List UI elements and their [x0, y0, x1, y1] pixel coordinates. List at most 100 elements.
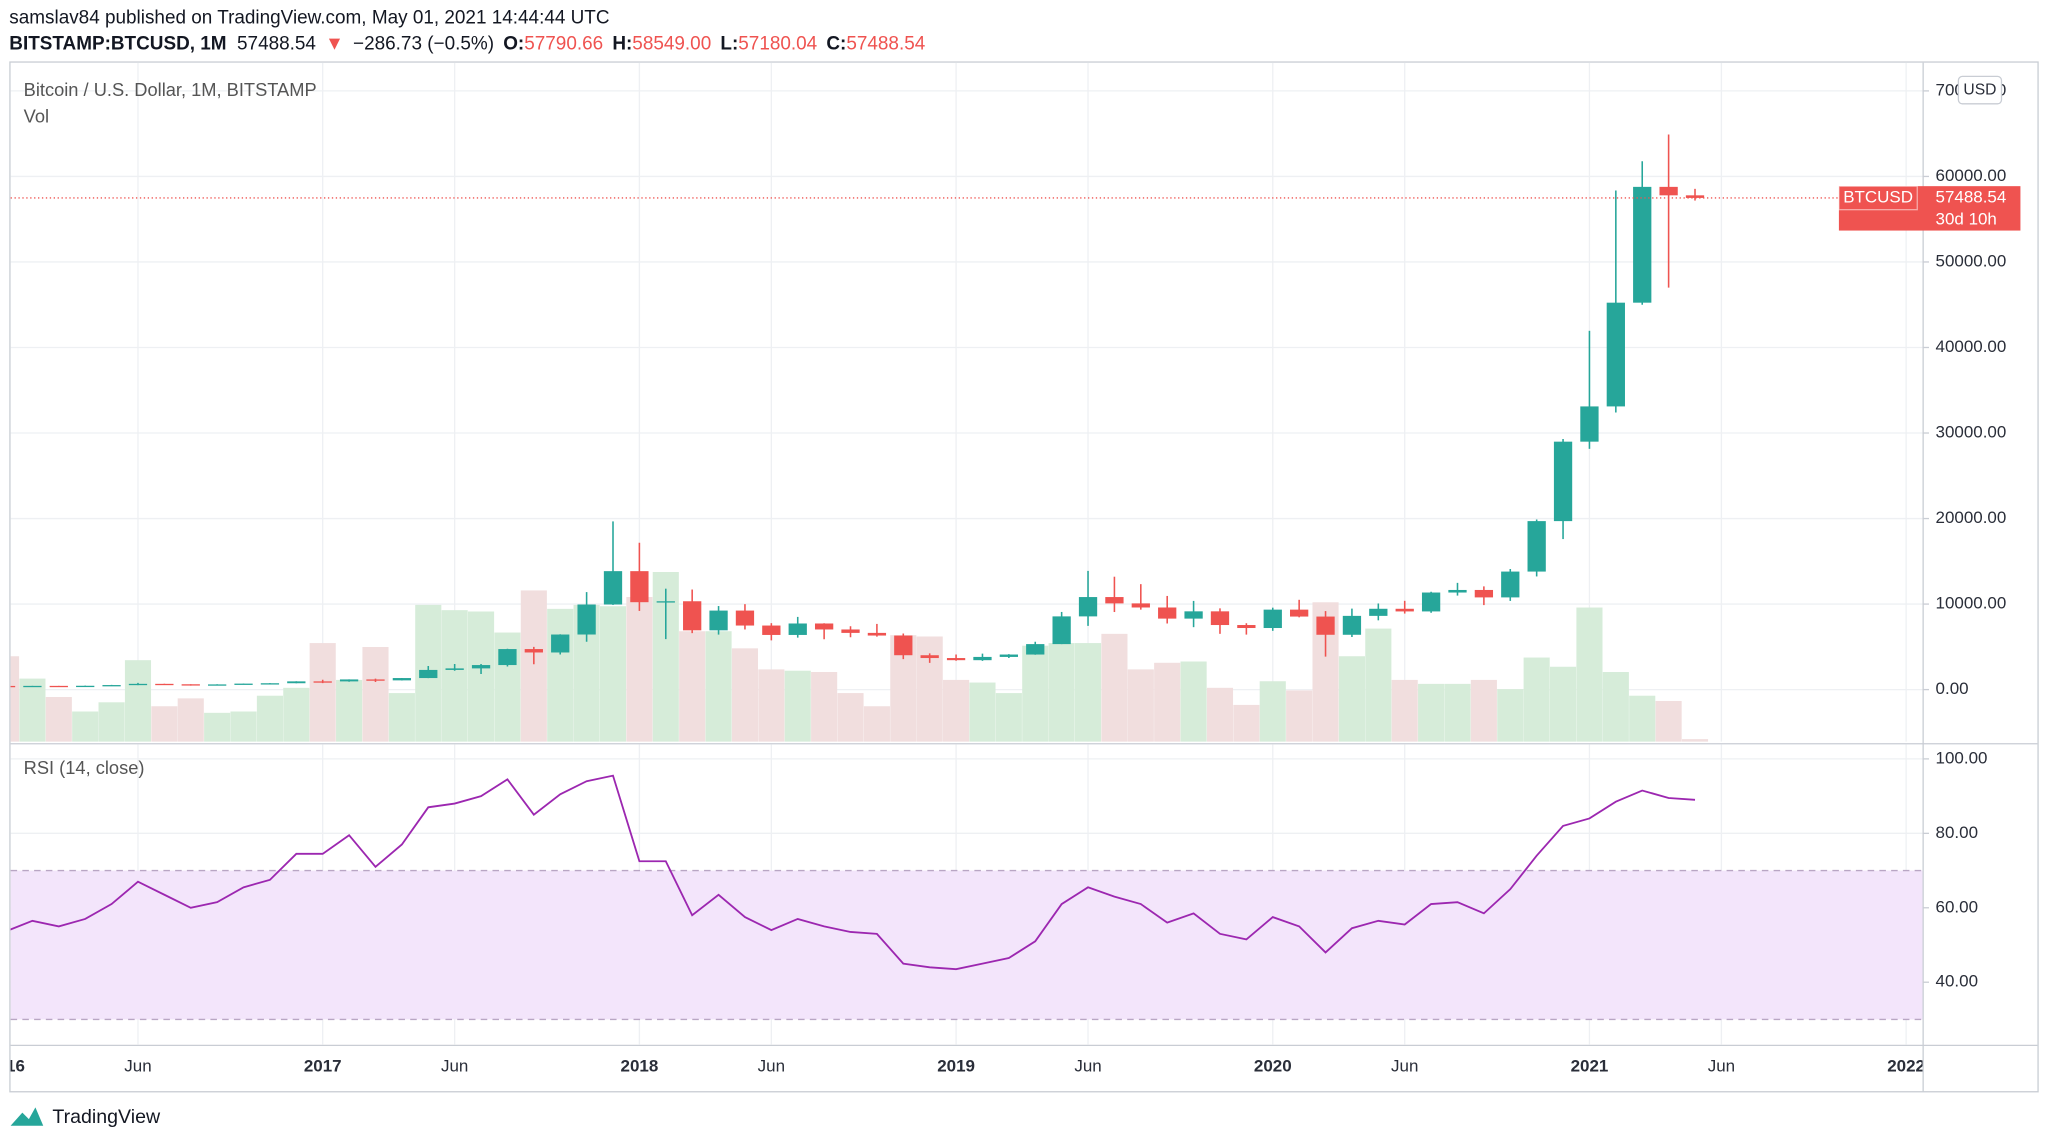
volume-bar	[943, 679, 970, 742]
candle-body	[603, 571, 623, 605]
candle-body	[392, 678, 412, 681]
candle-body	[1316, 616, 1335, 635]
y-tick-label: 30000.00	[1936, 423, 2007, 442]
volume-bar	[336, 679, 363, 742]
candle-body	[1474, 589, 1494, 598]
candle-body	[1158, 607, 1177, 619]
volume-bar	[811, 672, 838, 742]
currency-button[interactable]	[1957, 75, 2003, 105]
volume-bar	[1154, 662, 1181, 742]
y-tick-label: 20000.00	[1936, 508, 2007, 527]
candle-body	[128, 683, 148, 686]
volume-bar	[45, 697, 72, 742]
candle-body	[1501, 571, 1520, 598]
tag-price: 57488.54	[1936, 187, 2007, 206]
low-label: L:	[720, 33, 738, 54]
candle-body	[1184, 611, 1203, 619]
y-tick-label: 40000.00	[1936, 337, 2007, 356]
volume-bar	[1629, 695, 1656, 742]
candle-body	[1685, 195, 1705, 198]
candle-body	[973, 656, 992, 661]
volume-bar	[72, 711, 99, 742]
frame	[9, 61, 2039, 1093]
candle-body	[762, 625, 781, 635]
y-tick-label: 60.00	[1936, 897, 1978, 916]
candle-body	[1633, 186, 1652, 303]
volume-bar	[467, 611, 495, 742]
candle-body	[551, 634, 570, 653]
candle-body	[1026, 644, 1045, 655]
volume-bar	[1048, 643, 1075, 742]
x-tick-label: 2022	[1887, 1056, 1925, 1075]
high-label: H:	[612, 33, 632, 54]
volume-bar	[388, 693, 415, 742]
volume-bar	[1576, 607, 1603, 742]
volume-bar	[1286, 690, 1313, 742]
candle-body	[946, 658, 966, 661]
candle-body	[1421, 592, 1441, 612]
volume-bar	[19, 678, 46, 742]
x-tick-label: Jun	[441, 1056, 468, 1075]
candle-body	[471, 665, 491, 669]
volume-bar	[1074, 643, 1102, 742]
volume-bar	[1602, 672, 1629, 742]
candle-body	[656, 601, 675, 603]
volume-bar	[837, 693, 864, 742]
candle-body	[208, 684, 227, 686]
volume-bar	[679, 631, 706, 742]
volume-bar	[1338, 656, 1365, 742]
candle-body	[1263, 609, 1282, 629]
candle-body	[1527, 521, 1546, 572]
volume-bar	[784, 670, 811, 742]
y-tick-label: 80.00	[1936, 823, 1978, 842]
candle-body	[498, 649, 517, 666]
volume-bar	[204, 712, 231, 742]
volume-bar	[98, 702, 125, 742]
x-tick-label: Jun	[1391, 1056, 1418, 1075]
volume-bar	[124, 660, 152, 742]
candle-body	[1052, 616, 1071, 645]
y-tick-label: 10000.00	[1936, 594, 2007, 613]
close-label: C:	[826, 33, 846, 54]
symbol-line: BITSTAMP:BTCUSD, 1M 57488.54 ▼ −286.73 (…	[9, 33, 925, 54]
y-tick-label: 100.00	[1936, 748, 1988, 767]
currency-label[interactable]: USD	[1963, 81, 1996, 98]
volume-bar	[1444, 683, 1471, 742]
candle-body	[1210, 611, 1230, 626]
volume-bar	[1497, 689, 1524, 742]
volume-bar	[547, 608, 574, 742]
x-tick-label: Jun	[124, 1056, 151, 1075]
candle-body	[102, 685, 121, 687]
close-value: 57488.54	[846, 33, 925, 54]
candle-body	[709, 610, 728, 631]
change: −286.73 (−0.5%)	[353, 33, 494, 54]
x-tick-label: 2018	[621, 1056, 659, 1075]
main-pane-title: Bitcoin / U.S. Dollar, 1M, BITSTAMP	[24, 79, 317, 100]
volume-bar	[1101, 633, 1128, 742]
volume-bar	[1655, 700, 1682, 742]
candle-body	[1131, 603, 1150, 608]
volume-bar	[995, 693, 1022, 742]
tag-symbol-box	[1838, 185, 1918, 211]
candle-body	[920, 655, 939, 659]
x-tick-label: 2021	[1571, 1056, 1609, 1075]
candle-body	[1659, 186, 1678, 196]
x-tick-label: Jun	[1708, 1056, 1735, 1075]
candle-body	[339, 679, 359, 682]
volume-bar	[1418, 683, 1445, 742]
volume-bar	[1681, 739, 1709, 742]
rsi-line	[10, 774, 1696, 971]
candle-body	[1369, 608, 1388, 616]
candle-body	[683, 601, 702, 631]
volume-bar	[1523, 657, 1550, 742]
low-value: 57180.04	[738, 33, 817, 54]
x-tick-label: Jun	[758, 1056, 785, 1075]
rsi-title: RSI (14, close)	[24, 757, 145, 778]
x-tick-label: 2020	[1254, 1056, 1292, 1075]
volume-bar	[309, 643, 336, 742]
tag-symbol: BTCUSD	[1843, 187, 1913, 206]
symbol: BITSTAMP:BTCUSD, 1M	[9, 33, 226, 54]
candle-body	[867, 632, 887, 636]
volume-bar	[1391, 679, 1418, 742]
